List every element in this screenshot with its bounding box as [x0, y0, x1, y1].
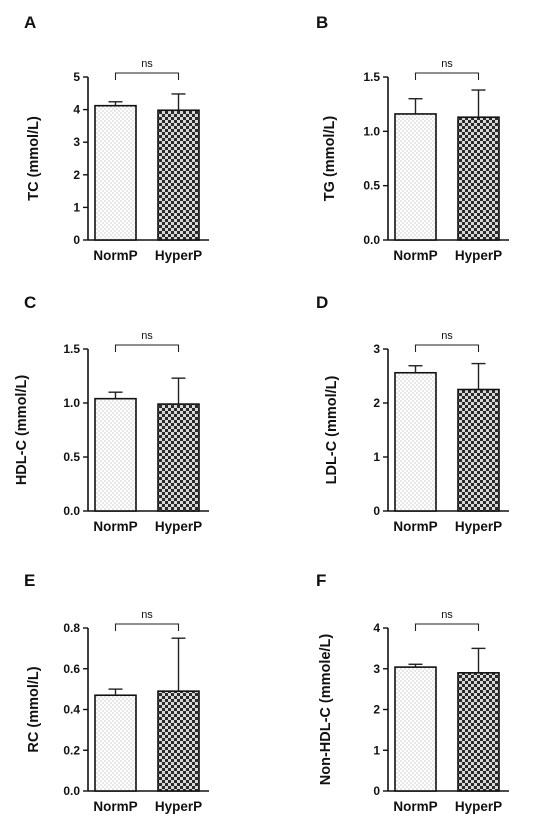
bar-hyperp — [157, 690, 200, 792]
y-tick-label: 3 — [373, 342, 380, 356]
y-tick-label: 0 — [73, 233, 80, 247]
y-tick-label: 2 — [373, 396, 380, 410]
y-axis-label: TC (mmol/L) — [26, 116, 42, 201]
x-tick-label: NormP — [393, 248, 437, 263]
panel-letter: D — [316, 293, 328, 312]
x-tick-label: HyperP — [455, 519, 502, 534]
y-tick-label: 1.5 — [63, 342, 80, 356]
x-tick-label: HyperP — [455, 799, 502, 814]
panel-e: E 0.0 0.2 0.4 0.6 0.8 RC (mmol/L) NormP HyperP ns — [24, 571, 209, 814]
x-tick-label: NormP — [93, 519, 137, 534]
y-axis-label: Non-HDL-C (mmole/L) — [318, 634, 334, 786]
y-tick-label: 0.6 — [63, 662, 80, 676]
y-axis-label: HDL-C (mmol/L) — [14, 375, 30, 486]
bar-normp — [94, 694, 137, 792]
y-axis-label: LDL-C (mmol/L) — [324, 375, 340, 484]
bar-normp — [394, 371, 437, 512]
significance-bracket — [414, 623, 480, 631]
significance-label: ns — [441, 330, 453, 342]
panel-letter: A — [24, 13, 36, 32]
significance-bracket — [414, 72, 480, 80]
y-tick-label: 1 — [73, 200, 80, 214]
bar-hyperp — [457, 116, 500, 241]
y-tick-label: 2 — [373, 703, 380, 717]
bar-hyperp — [157, 403, 200, 512]
panel-d: D 0 1 2 3 LDL-C (mmol/L) NormP HyperP ns — [316, 293, 509, 534]
bar-normp — [94, 104, 137, 241]
y-tick-label: 1 — [373, 450, 380, 464]
x-tick-label: NormP — [393, 799, 437, 814]
bar-normp — [94, 397, 137, 512]
y-tick-label: 0.0 — [63, 504, 80, 518]
y-tick-label: 0.5 — [363, 179, 380, 193]
panel-letter: F — [316, 571, 326, 590]
significance-bracket — [114, 623, 180, 631]
x-tick-label: NormP — [393, 519, 437, 534]
x-tick-label: HyperP — [155, 799, 202, 814]
x-tick-label: NormP — [93, 799, 137, 814]
bar-hyperp — [157, 109, 200, 241]
panel-letter: C — [24, 293, 36, 312]
y-tick-label: 3 — [373, 662, 380, 676]
y-tick-label: 0.8 — [63, 621, 80, 635]
y-axis-label: RC (mmol/L) — [26, 666, 42, 752]
y-tick-label: 0.2 — [63, 743, 80, 757]
y-tick-label: 1.0 — [63, 396, 80, 410]
y-tick-label: 1.0 — [363, 124, 380, 138]
y-tick-label: 0.0 — [363, 233, 380, 247]
significance-bracket — [114, 72, 180, 80]
bar-normp — [394, 666, 437, 792]
panel-letter: E — [24, 571, 35, 590]
bar-hyperp — [457, 672, 500, 792]
significance-label: ns — [141, 58, 153, 70]
x-tick-label: NormP — [93, 248, 137, 263]
y-tick-label: 0 — [373, 504, 380, 518]
y-tick-label: 1 — [373, 743, 380, 757]
y-tick-label: 2 — [73, 168, 80, 182]
y-tick-label: 0.0 — [63, 784, 80, 798]
panels-group: A 0 1 2 3 4 5 TC (mmol/L) NormP HyperP ns B 0.0 0.5 1.… — [14, 13, 509, 814]
panel-letter: B — [316, 13, 328, 32]
y-axis-label: TG (mmol/L) — [322, 116, 338, 202]
panel-f: F 0 1 2 3 4 Non-HDL-C (mmole/L) NormP HyperP ns — [316, 571, 509, 814]
significance-bracket — [414, 344, 480, 352]
panel-a: A 0 1 2 3 4 5 TC (mmol/L) NormP HyperP ns — [24, 13, 209, 263]
bar-normp — [394, 113, 437, 241]
panel-c: C 0.0 0.5 1.0 1.5 HDL-C (mmol/L) NormP HyperP ns — [14, 293, 209, 534]
significance-label: ns — [441, 609, 453, 621]
significance-bracket — [114, 344, 180, 352]
y-tick-label: 5 — [73, 70, 80, 84]
significance-label: ns — [441, 58, 453, 70]
y-tick-label: 0.4 — [63, 703, 80, 717]
y-tick-label: 0 — [373, 784, 380, 798]
x-tick-label: HyperP — [155, 248, 202, 263]
bar-hyperp — [457, 388, 500, 512]
x-tick-label: HyperP — [155, 519, 202, 534]
significance-label: ns — [141, 609, 153, 621]
significance-label: ns — [141, 330, 153, 342]
x-tick-label: HyperP — [455, 248, 502, 263]
panel-b: B 0.0 0.5 1.0 1.5 TG (mmol/L) NormP HyperP ns — [316, 13, 509, 263]
y-tick-label: 1.5 — [363, 70, 380, 84]
y-tick-label: 0.5 — [63, 450, 80, 464]
y-tick-label: 3 — [73, 135, 80, 149]
y-tick-label: 4 — [73, 103, 80, 117]
y-tick-label: 4 — [373, 621, 380, 635]
